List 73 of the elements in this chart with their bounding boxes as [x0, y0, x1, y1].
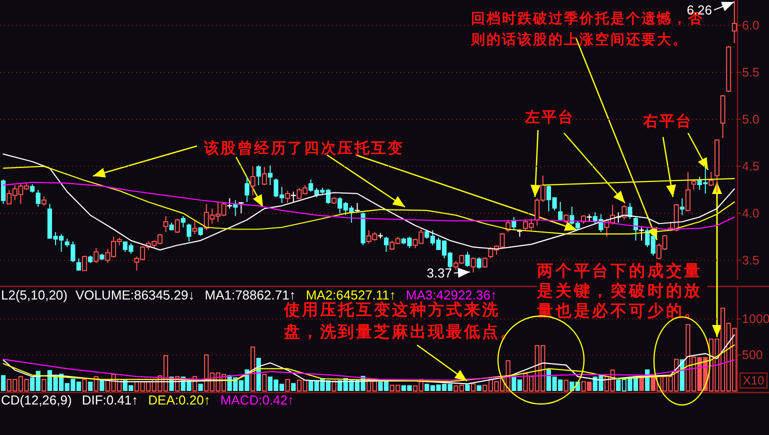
candlestick	[1, 178, 6, 204]
candlestick	[470, 256, 476, 273]
candlestick	[622, 204, 627, 220]
text: MA1:78862.71↑	[204, 288, 296, 302]
candlestick	[226, 198, 233, 210]
candlestick	[250, 166, 256, 196]
annotation: 右平台	[643, 111, 694, 131]
candlestick	[163, 216, 168, 233]
candlestick	[262, 166, 267, 186]
candlestick	[691, 180, 696, 190]
bar	[88, 382, 93, 391]
candlestick	[36, 189, 40, 208]
bar	[82, 378, 87, 392]
bar	[94, 376, 98, 392]
y-tick-label: 5.0	[742, 112, 760, 126]
text: DEA:0.20↑	[148, 392, 210, 408]
candlestick	[94, 248, 99, 264]
text: DIF:0.41↑	[82, 392, 138, 408]
bar	[100, 379, 104, 391]
candlestick	[180, 216, 186, 228]
line-series	[2, 182, 735, 230]
candlestick	[482, 256, 488, 268]
line-series	[2, 344, 735, 382]
candlestick	[268, 164, 273, 186]
bar	[291, 383, 296, 391]
candlestick	[186, 223, 192, 242]
candlestick	[558, 202, 563, 222]
annotation: VOLUME:86345.29↓	[76, 288, 195, 302]
y-tick-label: 500	[742, 348, 763, 362]
candlestick	[82, 255, 88, 272]
candlestick	[76, 258, 82, 272]
candlestick	[685, 171, 690, 212]
candlestick	[476, 256, 482, 270]
text: MA3:42922.36↑	[406, 288, 497, 302]
text: CD(12,26,9)	[1, 392, 72, 408]
line-series	[2, 358, 735, 381]
bar	[250, 346, 256, 392]
bar	[332, 380, 336, 392]
text: X10	[742, 374, 764, 388]
annotation: 左平台	[525, 107, 576, 127]
bar	[285, 378, 290, 392]
candlestick	[465, 251, 470, 268]
y-tick-label: 3.5	[742, 253, 760, 268]
candlestick	[192, 219, 198, 234]
candlestick	[285, 190, 290, 204]
y-tick-label: 5.5	[742, 65, 760, 80]
candlestick	[680, 198, 684, 216]
bar	[470, 383, 476, 392]
candlestick	[638, 226, 645, 242]
bar	[42, 378, 46, 392]
bar	[1, 375, 6, 391]
annotation: 该股曾经历了四次压托互变	[204, 138, 406, 158]
bar	[465, 384, 470, 391]
y-tick-label: 6.0	[742, 18, 760, 32]
y-tick-label: 4.0	[742, 206, 760, 220]
line-series	[2, 166, 735, 235]
candlestick	[732, 0, 737, 44]
text: MACD:0.42↑	[220, 392, 294, 408]
candlestick	[244, 176, 250, 203]
candlestick	[256, 164, 261, 186]
bar	[198, 384, 203, 391]
candlestick	[708, 171, 714, 187]
bar	[476, 385, 482, 391]
y-tick-label: 1000	[742, 312, 769, 326]
legend-title: L2(5,10,20)	[1, 288, 68, 302]
annotation: 3.37	[426, 266, 452, 280]
candlestick	[174, 218, 180, 234]
bar	[564, 380, 568, 392]
candlestick	[384, 236, 389, 252]
candlestick	[41, 196, 46, 206]
text: MA2:64527.11↑	[306, 288, 396, 302]
y-tick-label: 4.5	[742, 159, 760, 174]
bar	[262, 374, 267, 392]
